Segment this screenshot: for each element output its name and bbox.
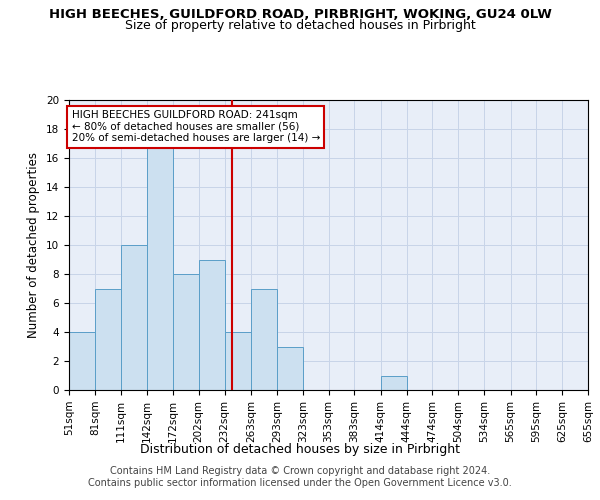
Y-axis label: Number of detached properties: Number of detached properties [28,152,40,338]
Text: HIGH BEECHES, GUILDFORD ROAD, PIRBRIGHT, WOKING, GU24 0LW: HIGH BEECHES, GUILDFORD ROAD, PIRBRIGHT,… [49,8,551,20]
Bar [381,376,407,390]
Bar [251,288,277,390]
Text: Size of property relative to detached houses in Pirbright: Size of property relative to detached ho… [125,19,475,32]
Bar [121,245,147,390]
Text: Contains HM Land Registry data © Crown copyright and database right 2024.
Contai: Contains HM Land Registry data © Crown c… [88,466,512,487]
Bar [95,288,121,390]
Bar [69,332,95,390]
Bar [147,144,173,390]
Text: Distribution of detached houses by size in Pirbright: Distribution of detached houses by size … [140,442,460,456]
Text: HIGH BEECHES GUILDFORD ROAD: 241sqm
← 80% of detached houses are smaller (56)
20: HIGH BEECHES GUILDFORD ROAD: 241sqm ← 80… [71,110,320,144]
Bar [173,274,199,390]
Bar [224,332,251,390]
Bar [277,346,303,390]
Bar [199,260,224,390]
